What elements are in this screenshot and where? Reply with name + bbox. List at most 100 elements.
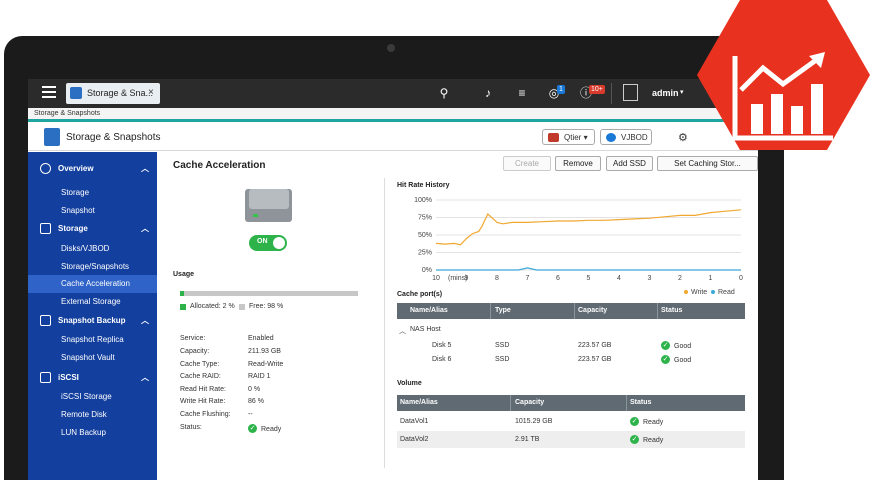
cell-capacity: 1015.29 GB — [515, 418, 553, 425]
sidebar-item-external-storage[interactable]: External Storage — [28, 293, 157, 311]
column-header[interactable]: Status — [630, 399, 652, 406]
info-key: Cache Type: — [180, 361, 220, 368]
cell-name: Disk 6 — [432, 356, 452, 363]
chevron-down-icon[interactable]: ▾ — [680, 89, 684, 96]
info-key: Write Hit Rate: — [180, 398, 226, 405]
column-header[interactable]: Type — [495, 307, 511, 314]
hit-rate-chart: 100%75%50%25%0%10 9 8 7 6 5 4 3 2 1 0(mins)Write Re… — [414, 197, 743, 296]
cache-ports-label: Cache port(s) — [397, 291, 443, 298]
sidebar-item-label: iSCSI Storage — [61, 392, 112, 401]
search-icon[interactable]: ⚲ — [439, 86, 449, 100]
create-button[interactable]: Create — [503, 156, 551, 171]
sidebar-item-remote-disk[interactable]: Remote Disk — [28, 406, 157, 424]
cell-name: Disk 5 — [432, 342, 452, 349]
column-header[interactable]: Status — [661, 307, 683, 314]
sidebar-item-iscsi[interactable]: iSCSI ︿ — [28, 369, 157, 387]
sidebar-item-overview[interactable]: Overview ︿ — [28, 160, 157, 178]
add-ssd-button[interactable]: Add SSD — [606, 156, 653, 171]
tasks-icon[interactable]: ≡ — [518, 86, 526, 100]
x-tick-label: 1 — [709, 275, 713, 282]
column-header[interactable]: Name/Alias — [410, 307, 448, 314]
column-header[interactable]: Name/Alias — [400, 399, 438, 406]
x-tick-label: 9 — [465, 275, 469, 282]
info-key: Service: — [180, 335, 206, 342]
cell-status: Good — [674, 357, 692, 364]
notification-badge: 1 — [557, 85, 565, 94]
chevron-up-icon[interactable]: ︿ — [141, 224, 149, 233]
table-header: Name/Alias Capacity Status — [397, 395, 745, 411]
settings-icon[interactable]: ⚙ — [678, 132, 688, 144]
free-legend: Free: 98 % — [249, 303, 284, 310]
sidebar-item-label: Storage — [61, 188, 90, 197]
table-row[interactable]: DataVol1 1015.29 GB ✓ Ready — [397, 413, 745, 430]
speaker-icon[interactable]: ♪ — [485, 86, 491, 100]
info-key: Cache RAID: — [180, 373, 221, 380]
ssd-illustration-top — [249, 189, 289, 209]
info-key: Cache Flushing: — [180, 411, 231, 418]
qtier-button[interactable]: Qtier ▾ — [542, 129, 595, 145]
divider — [611, 83, 612, 104]
set-caching-storage-button[interactable]: Set Caching Stor... — [657, 156, 758, 171]
x-tick-label: 3 — [648, 275, 652, 282]
dashboard-icon — [40, 163, 51, 174]
sidebar-item-snapshot-replica[interactable]: Snapshot Replica — [28, 331, 157, 349]
usage-title: Usage — [173, 271, 195, 278]
sidebar-item-cache-acceleration[interactable]: Cache Acceleration — [28, 275, 157, 293]
chevron-up-icon[interactable]: ︿ — [141, 164, 149, 173]
iscsi-icon — [40, 372, 51, 383]
info-icon[interactable]: ⓘ — [579, 86, 592, 100]
remove-button[interactable]: Remove — [555, 156, 601, 171]
sidebar-item-lun-backup[interactable]: LUN Backup — [28, 424, 157, 442]
username[interactable]: admin — [652, 88, 679, 98]
sidebar-item-label: Disks/VJBOD — [61, 244, 110, 253]
y-tick-label: 100% — [414, 197, 432, 204]
column-divider — [490, 303, 491, 319]
top-bar: Storage & Sna... × ⚲ ♪ ≡ ◎ 1 ⓘ 10+ admin… — [28, 79, 758, 108]
legend-swatch-read — [711, 290, 715, 294]
chevron-up-icon[interactable]: ︿ — [141, 373, 149, 382]
volume-table: Name/Alias Capacity Status DataVol1 1015… — [397, 395, 745, 455]
sidebar-item-label: External Storage — [61, 297, 121, 306]
info-key: Capacity: — [180, 348, 210, 355]
chart-title: Hit Rate History — [397, 182, 450, 189]
legend-label-read: Read — [718, 289, 735, 296]
table-row[interactable]: DataVol2 2.91 TB ✓ Ready — [397, 431, 745, 448]
free-legend-swatch — [239, 304, 245, 310]
chevron-up-icon[interactable]: ︿ — [399, 328, 406, 335]
sidebar-item-disks-vjbod[interactable]: Disks/VJBOD — [28, 240, 157, 258]
user-icon[interactable] — [623, 84, 638, 101]
info-value: 0 % — [248, 386, 261, 393]
table-row[interactable]: Disk 5 SSD 223.57 GB ✓ Good — [397, 337, 745, 354]
sidebar-item-label: Storage — [58, 224, 88, 233]
cell-capacity: 223.57 GB — [578, 356, 612, 363]
allocated-legend-swatch — [180, 304, 186, 310]
x-tick-label: 6 — [556, 275, 560, 282]
app-screen: Storage & Sna... × ⚲ ♪ ≡ ◎ 1 ⓘ 10+ admin… — [28, 79, 758, 480]
app-tab[interactable]: Storage & Sna... × — [66, 83, 160, 104]
allocated-legend: Allocated: 2 % — [190, 303, 235, 310]
chevron-up-icon[interactable]: ︿ — [141, 316, 149, 325]
column-header[interactable]: Capacity — [515, 399, 545, 406]
sidebar-item-snapshot-vault[interactable]: Snapshot Vault — [28, 349, 157, 367]
notification-icon[interactable]: ◎ — [548, 86, 560, 100]
sidebar-item-storage-overview[interactable]: Storage — [28, 184, 157, 202]
x-tick-label: 4 — [617, 275, 621, 282]
sidebar-item-iscsi-storage[interactable]: iSCSI Storage — [28, 388, 157, 406]
close-icon[interactable]: × — [148, 87, 154, 98]
sidebar-item-storage[interactable]: Storage ︿ — [28, 220, 157, 238]
sidebar-item-storage-snapshots[interactable]: Storage/Snapshots — [28, 258, 157, 276]
table-row[interactable]: Disk 6 SSD 223.57 GB ✓ Good — [397, 351, 745, 368]
vjbod-icon — [606, 133, 616, 142]
vjbod-button[interactable]: VJBOD — [600, 129, 652, 145]
column-divider — [574, 303, 575, 319]
cache-toggle[interactable]: ON — [249, 235, 287, 251]
vjbod-label: VJBOD — [621, 133, 648, 142]
menu-icon[interactable] — [42, 86, 56, 100]
sidebar-item-snapshot-overview[interactable]: Snapshot — [28, 202, 157, 220]
group-row[interactable]: ︿ NAS Host — [397, 321, 745, 338]
column-header[interactable]: Capacity — [578, 307, 608, 314]
info-value: Read-Write — [248, 361, 284, 368]
sidebar-item-snapshot-backup[interactable]: Snapshot Backup ︿ — [28, 312, 157, 330]
y-tick-label: 25% — [418, 250, 432, 257]
